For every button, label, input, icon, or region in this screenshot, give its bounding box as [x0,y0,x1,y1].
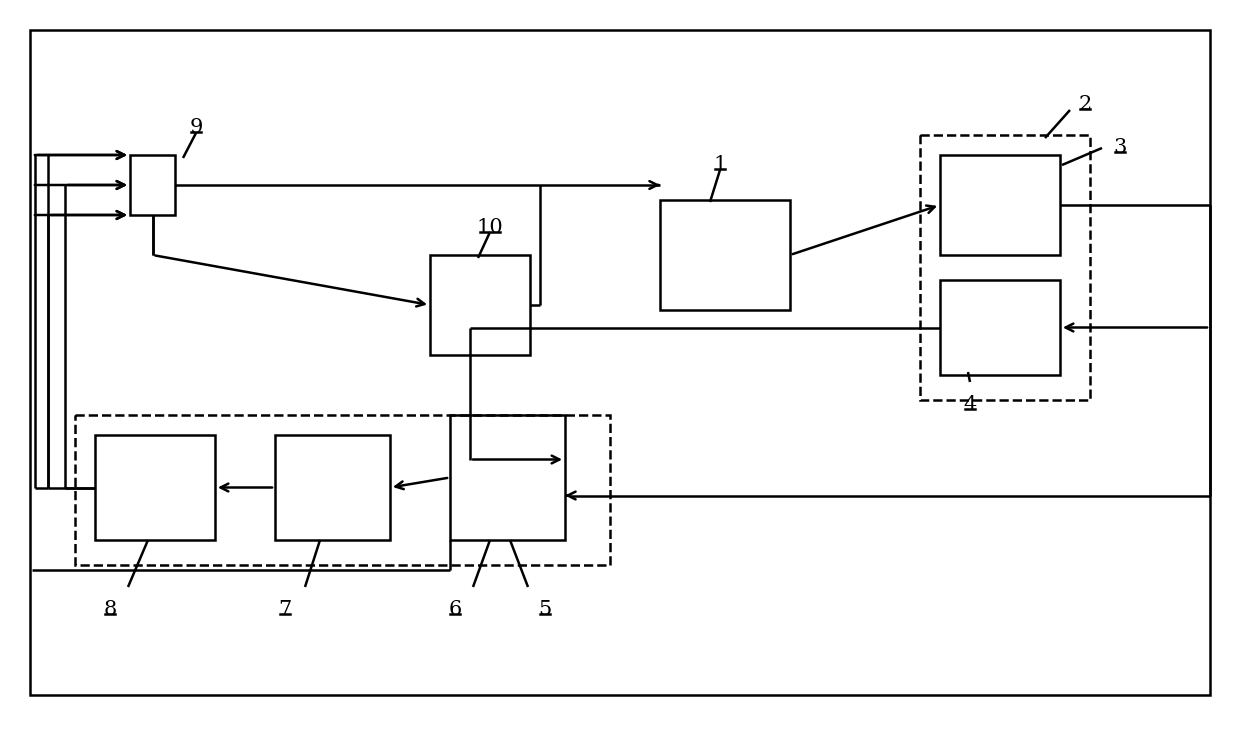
Text: 4: 4 [963,395,977,414]
Bar [430,255,529,355]
Bar [450,415,565,540]
Bar [940,155,1060,255]
Bar [660,200,790,310]
Text: 6: 6 [449,600,461,619]
Bar [130,155,175,215]
Bar [95,435,215,540]
Text: 3: 3 [1114,138,1127,157]
Text: 7: 7 [278,600,291,619]
Bar [940,280,1060,375]
Bar [74,415,610,565]
Bar [920,135,1090,400]
Text: 5: 5 [538,600,552,619]
Text: 2: 2 [1079,95,1091,114]
Text: 8: 8 [103,600,117,619]
Bar [275,435,391,540]
Text: 1: 1 [713,155,727,174]
Text: 9: 9 [190,118,202,137]
Text: 10: 10 [476,218,503,237]
